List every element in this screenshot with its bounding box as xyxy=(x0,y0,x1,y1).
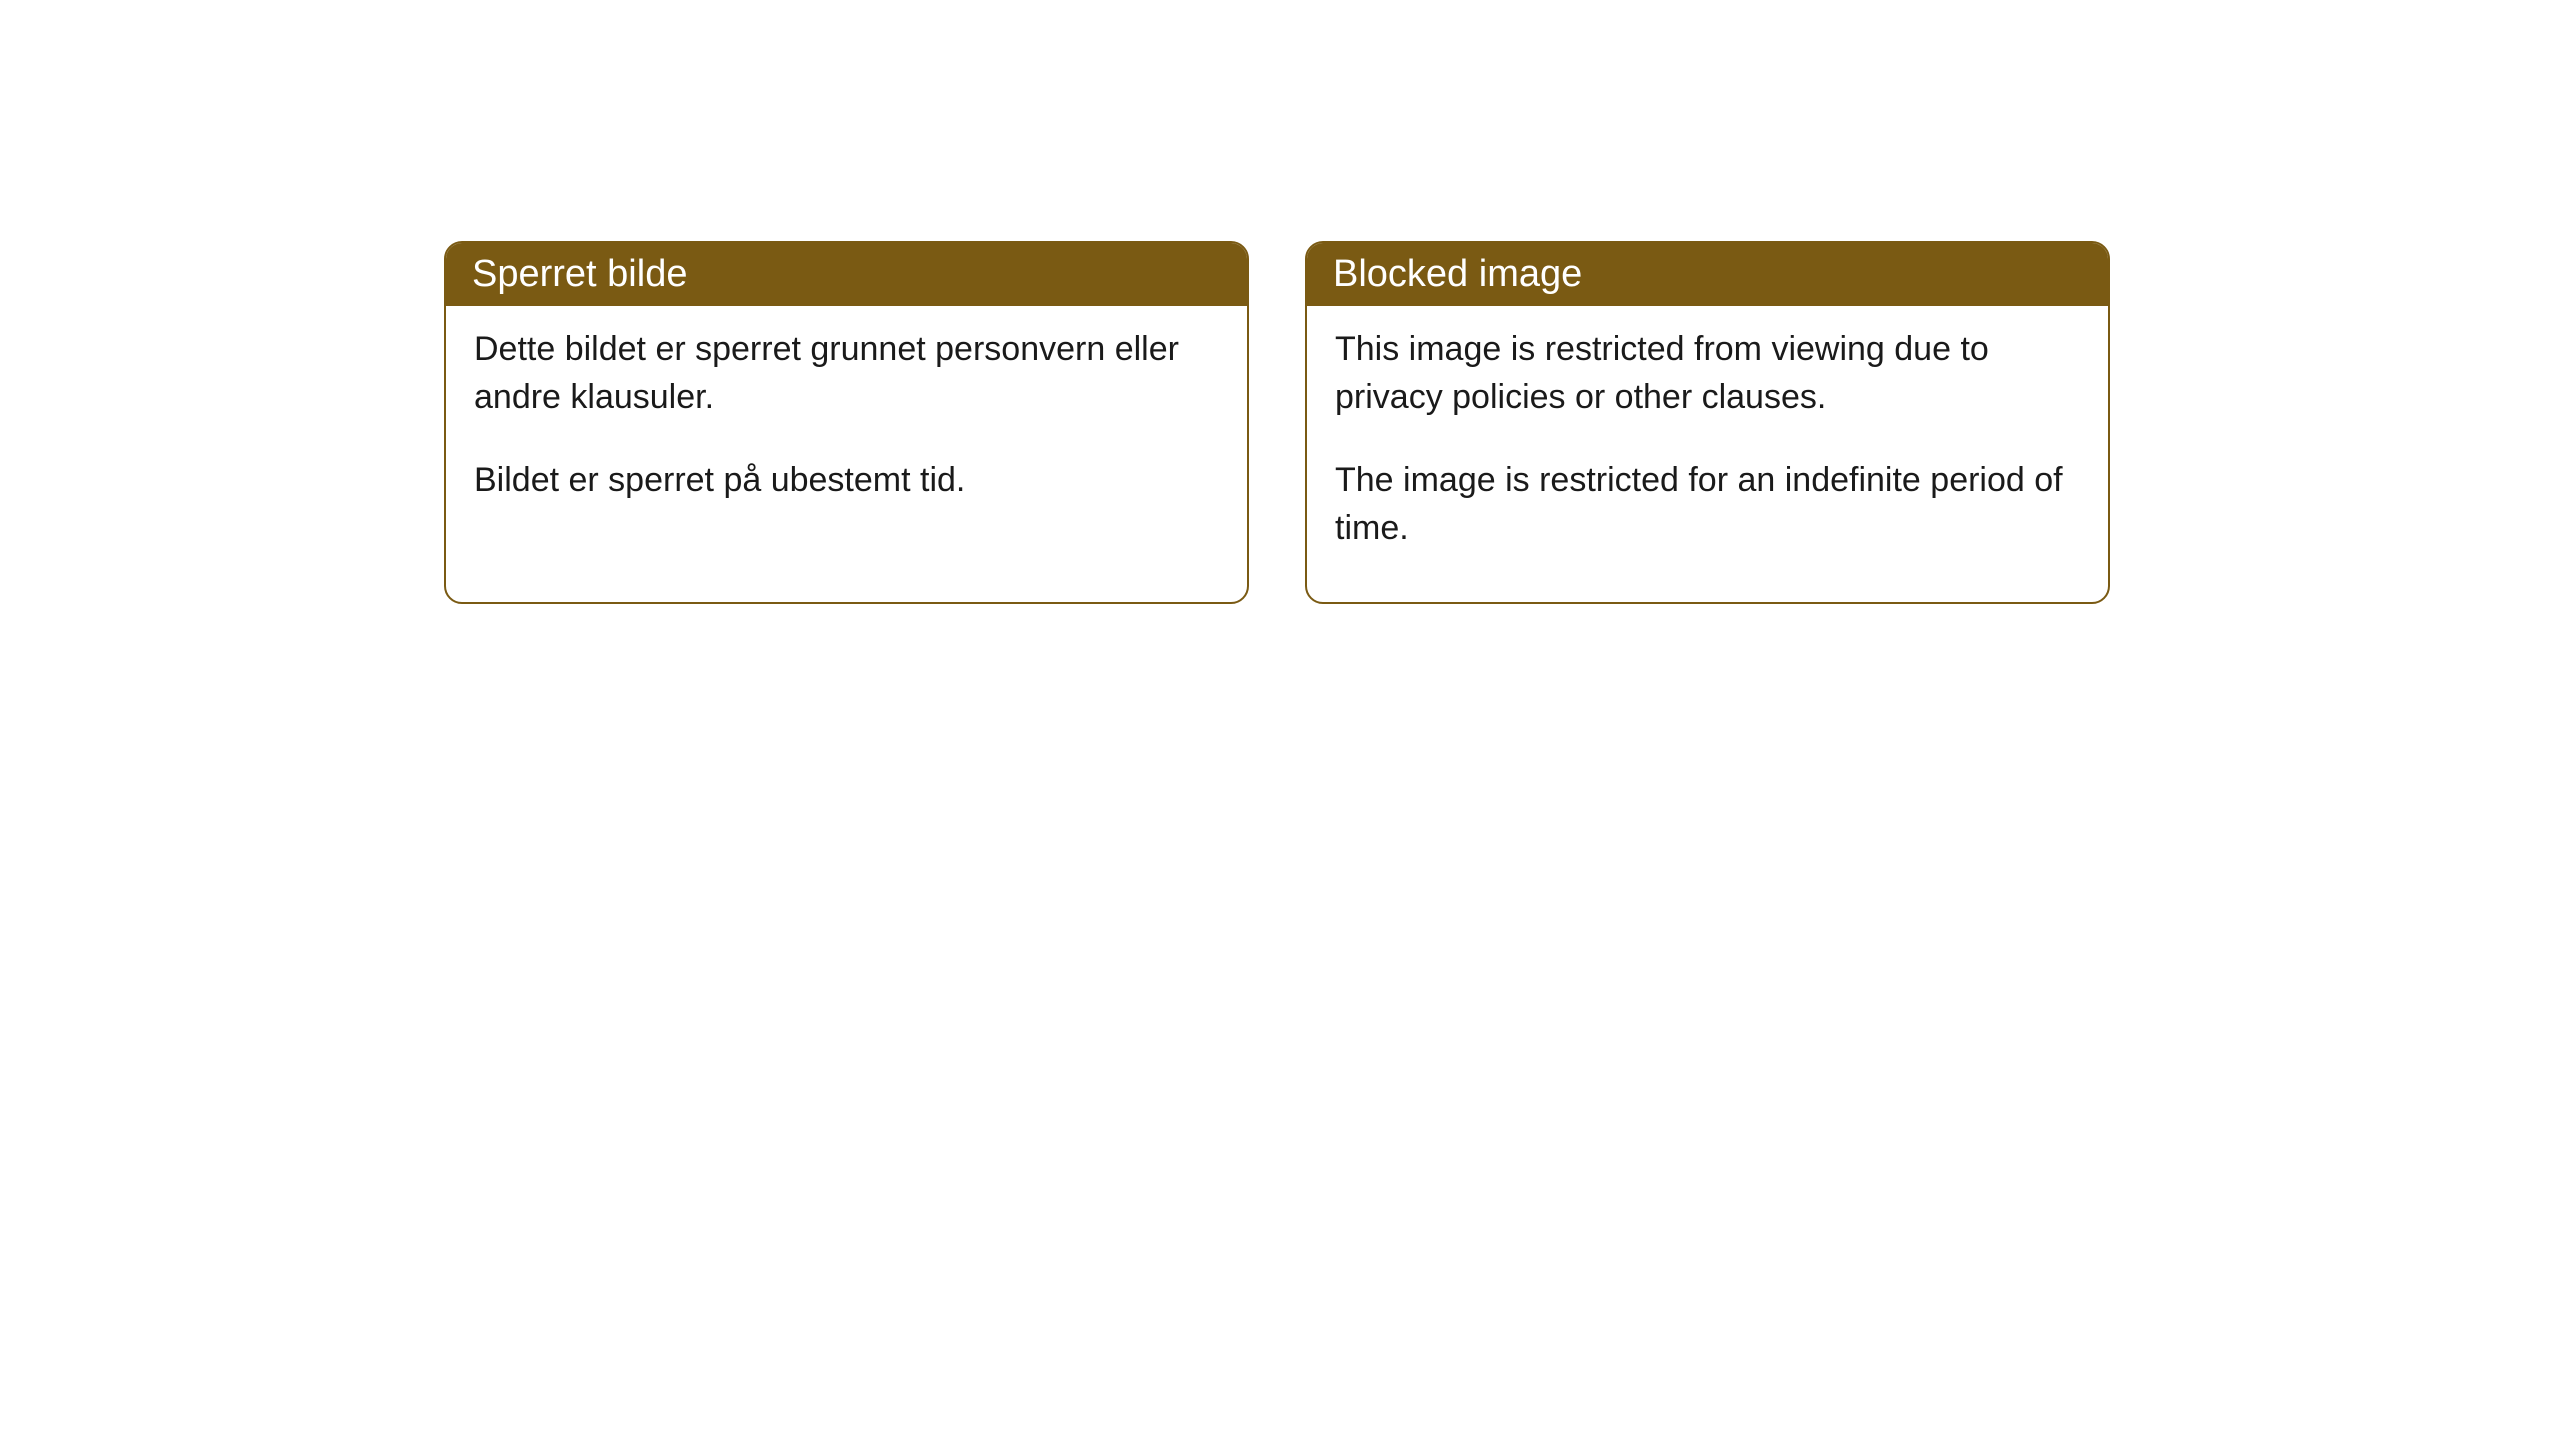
notice-card-english: Blocked image This image is restricted f… xyxy=(1305,241,2110,604)
card-paragraph-1: Dette bildet er sperret grunnet personve… xyxy=(474,326,1219,421)
card-paragraph-2: The image is restricted for an indefinit… xyxy=(1335,457,2080,552)
card-title: Sperret bilde xyxy=(446,243,1247,306)
card-paragraph-1: This image is restricted from viewing du… xyxy=(1335,326,2080,421)
card-body: This image is restricted from viewing du… xyxy=(1307,306,2108,602)
card-paragraph-2: Bildet er sperret på ubestemt tid. xyxy=(474,457,1219,505)
notice-card-norwegian: Sperret bilde Dette bildet er sperret gr… xyxy=(444,241,1249,604)
card-title: Blocked image xyxy=(1307,243,2108,306)
card-body: Dette bildet er sperret grunnet personve… xyxy=(446,306,1247,555)
cards-container: Sperret bilde Dette bildet er sperret gr… xyxy=(0,0,2560,604)
